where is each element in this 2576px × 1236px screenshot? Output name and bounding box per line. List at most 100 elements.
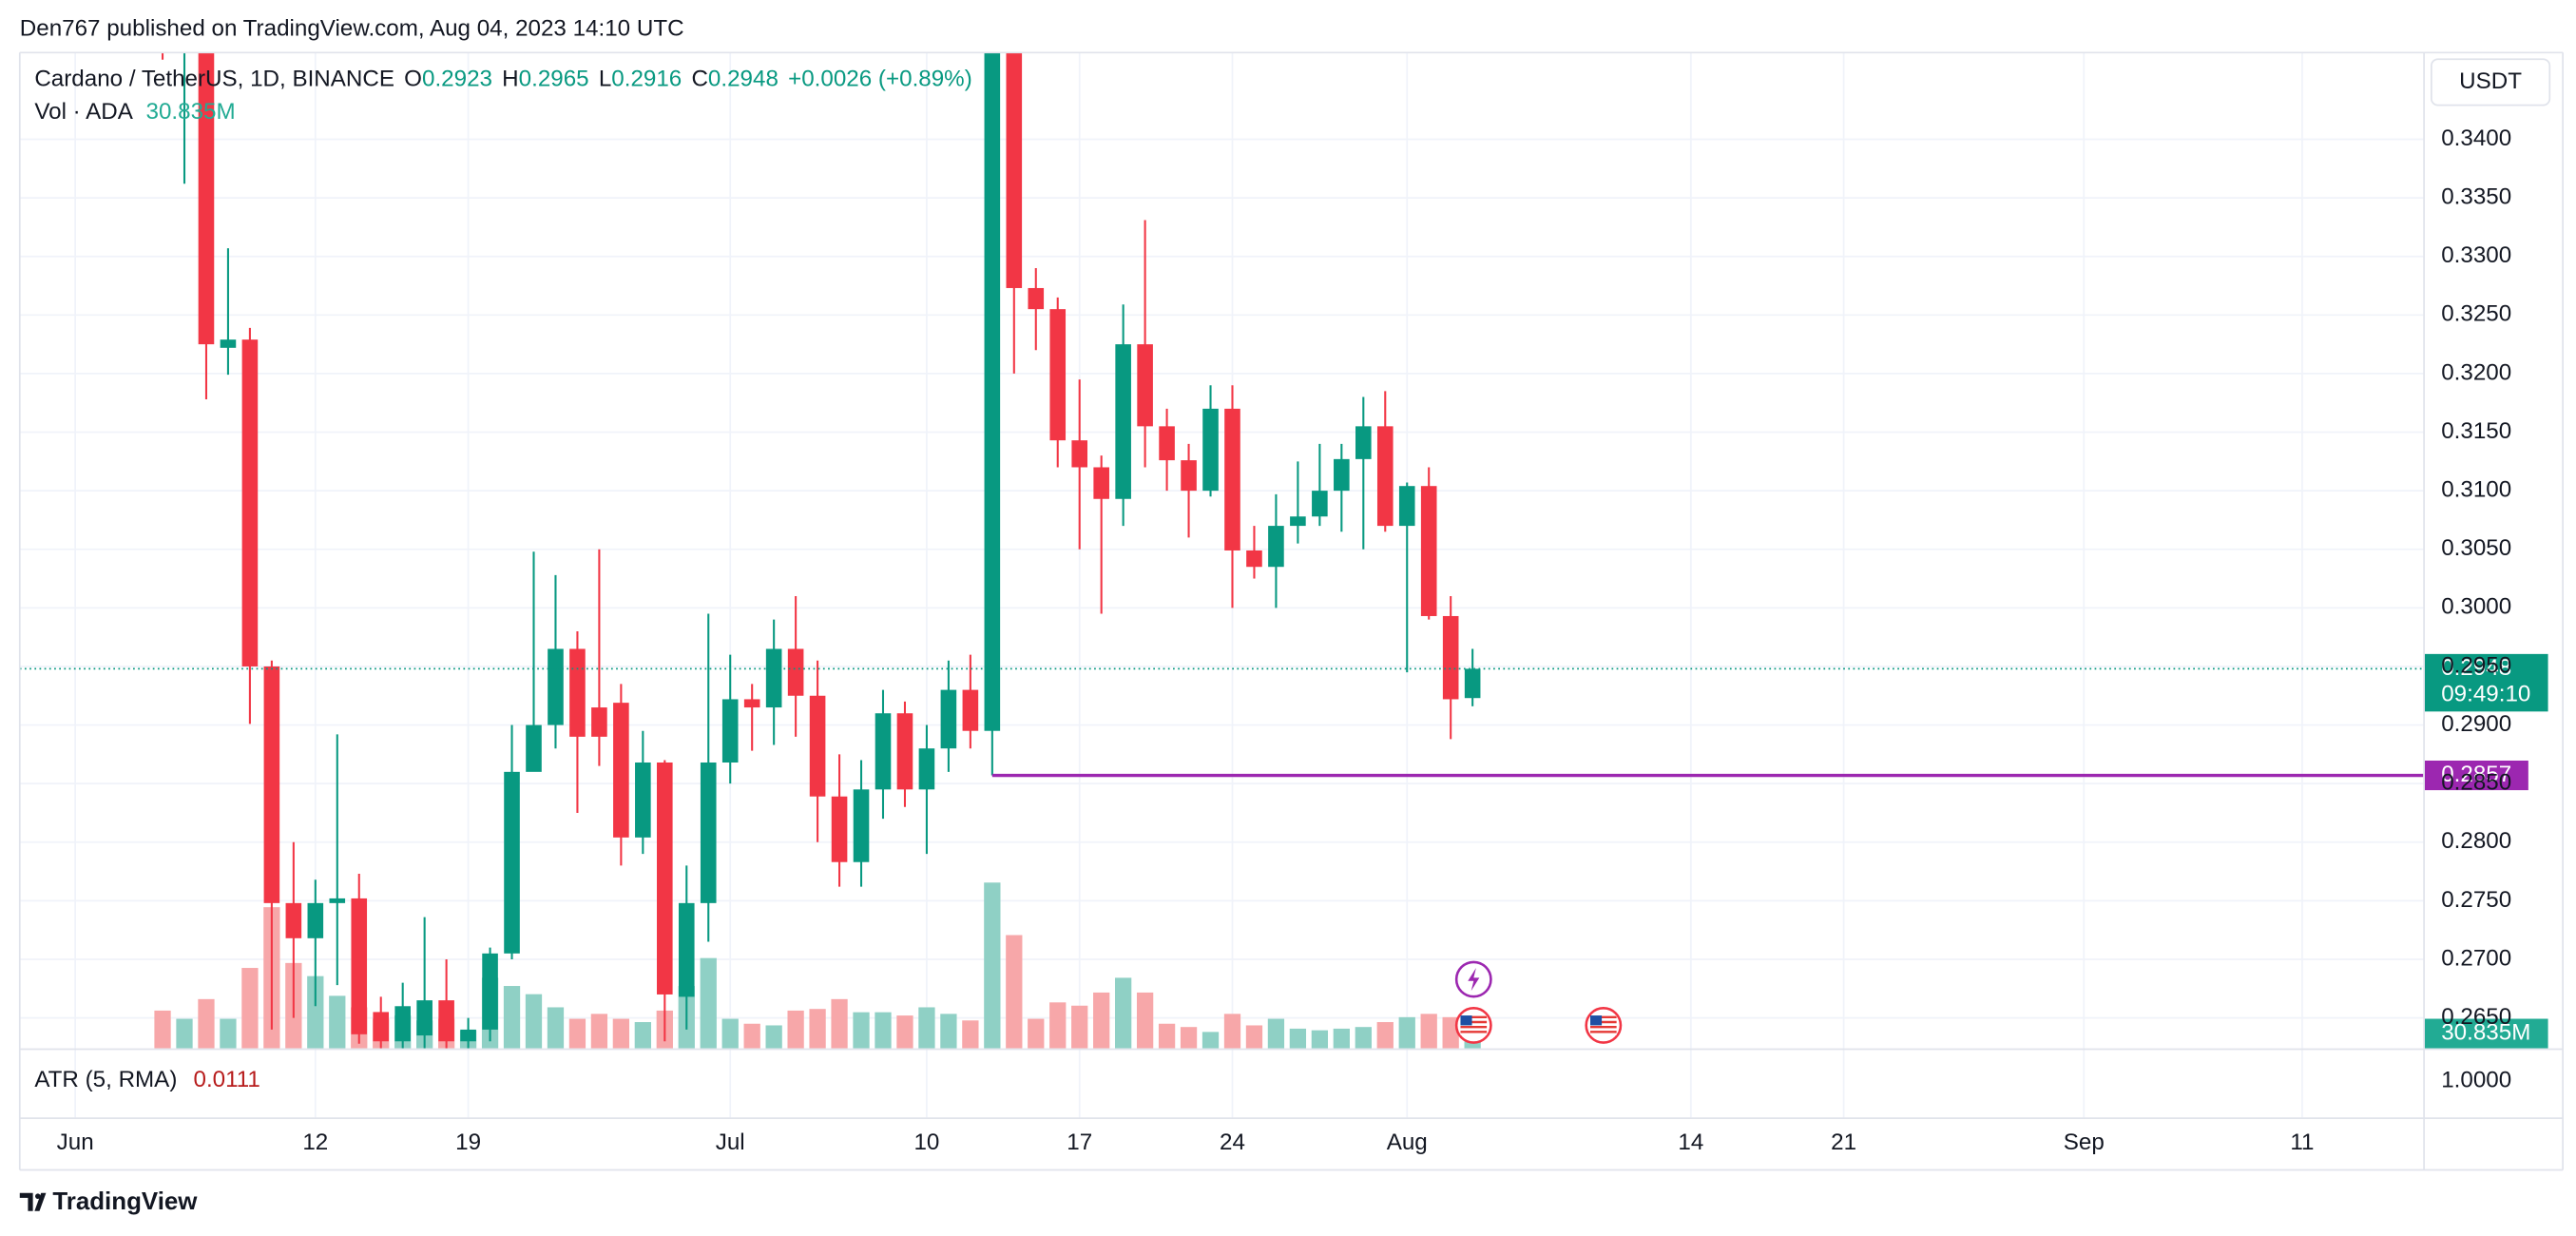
last-price-tag xyxy=(2424,653,2548,712)
candle-body xyxy=(460,1029,476,1042)
y-tick-label: 0.3050 xyxy=(2441,535,2511,561)
y-tick-label: 0.3400 xyxy=(2441,126,2511,151)
candle-body xyxy=(416,1000,433,1036)
volume-bar xyxy=(176,1018,193,1049)
legend: Cardano / TetherUS, 1D, BINANCE O0.2923 … xyxy=(34,67,971,92)
atr-legend: ATR (5, RMA) 0.0111 xyxy=(34,1068,260,1093)
candle-body xyxy=(1420,486,1437,616)
candle-body xyxy=(1290,516,1306,527)
x-tick-label: 19 xyxy=(455,1130,481,1155)
volume-bar xyxy=(547,1007,565,1049)
candle-body xyxy=(918,748,935,790)
volume-bar xyxy=(940,1014,957,1049)
lightning xyxy=(1468,967,1480,992)
candle-body xyxy=(482,953,498,1030)
candle-body xyxy=(1202,408,1219,492)
volume-bar xyxy=(918,1007,935,1049)
candle-body xyxy=(285,902,302,938)
volume-bar xyxy=(503,986,521,1049)
close-value: 0.2948 xyxy=(708,67,779,92)
volume-bar xyxy=(1376,1022,1394,1049)
brand-name: TradingView xyxy=(52,1188,198,1215)
brand-logo: TradingView xyxy=(19,1188,198,1215)
candle-body xyxy=(765,648,782,708)
volume-bar xyxy=(1115,977,1132,1049)
candle-body xyxy=(678,902,695,997)
y-tick-label: 0.2850 xyxy=(2441,770,2511,796)
y-tick-label: 0.3000 xyxy=(2441,594,2511,620)
flag-icon[interactable] xyxy=(1585,1006,1623,1044)
candle-body xyxy=(809,695,826,797)
volume-bar xyxy=(1333,1028,1350,1049)
volume-bar xyxy=(241,968,259,1049)
candle-body xyxy=(351,898,368,1034)
volume-bar xyxy=(1028,1018,1045,1049)
candles xyxy=(161,52,1481,1049)
volume-bar xyxy=(1420,1014,1437,1049)
candle-body xyxy=(1464,668,1481,699)
publish-header: Den767 published on TradingView.com, Aug… xyxy=(20,15,684,41)
candle-body xyxy=(1246,550,1262,568)
volume-bar xyxy=(743,1023,760,1049)
candle-body xyxy=(1355,426,1372,459)
candle-body xyxy=(853,789,870,862)
candle-body xyxy=(373,1012,390,1042)
candle-body xyxy=(329,898,346,903)
candle-body xyxy=(241,339,259,666)
atr-value: 0.0111 xyxy=(194,1068,260,1093)
volume-bar xyxy=(700,957,717,1049)
y-tick-label: 0.3100 xyxy=(2441,477,2511,503)
level-price-label: 0.2857 xyxy=(2441,762,2511,787)
candle-body xyxy=(394,1006,411,1042)
candle-body xyxy=(1137,344,1153,427)
volume-bar xyxy=(612,1018,630,1049)
volume-bar xyxy=(1289,1028,1307,1049)
x-tick-label: 14 xyxy=(1678,1130,1703,1155)
volume-bar xyxy=(1093,992,1110,1049)
candle-body xyxy=(875,713,892,790)
candle-body xyxy=(1049,309,1067,441)
level-price-tag xyxy=(2424,760,2528,791)
candle-body xyxy=(1006,52,1023,288)
volume-bar xyxy=(765,1025,782,1049)
volume-bar xyxy=(1006,935,1023,1049)
candle-body xyxy=(831,796,848,862)
volume-bar xyxy=(853,1012,870,1049)
volume-bar xyxy=(1464,1039,1481,1049)
y-tick-label: 0.3200 xyxy=(2441,359,2511,385)
x-tick-label: 12 xyxy=(302,1130,328,1155)
volume-bar xyxy=(1355,1027,1372,1049)
candle-body xyxy=(657,762,673,995)
volume-value: 30.835M xyxy=(146,100,236,126)
change-percent: (+0.89%) xyxy=(878,67,972,92)
close-label: C xyxy=(691,67,707,92)
volume-bar xyxy=(1223,1014,1241,1049)
x-tick-label: 24 xyxy=(1220,1130,1245,1155)
candle-body xyxy=(198,52,215,345)
symbol-title: Cardano / TetherUS, 1D, BINANCE xyxy=(34,67,394,92)
volume-bar xyxy=(1049,1002,1067,1049)
currency-button[interactable] xyxy=(2431,58,2551,106)
flag-icon[interactable] xyxy=(1454,1006,1492,1044)
candle-body xyxy=(1376,426,1394,527)
candle-body xyxy=(984,52,1001,731)
volume-bar xyxy=(787,1010,804,1049)
candle-body xyxy=(787,648,804,696)
candle-body xyxy=(940,689,957,749)
candle-body xyxy=(743,699,760,708)
volume-bar xyxy=(1158,1023,1176,1049)
x-tick-label: 21 xyxy=(1831,1130,1856,1155)
y-tick-label: 0.2700 xyxy=(2441,945,2511,971)
y-tick-label: 0.2900 xyxy=(2441,711,2511,737)
x-tick-label: Aug xyxy=(1387,1130,1428,1155)
volume-legend: Vol · ADA 30.835M xyxy=(34,100,235,126)
high-value: 0.2965 xyxy=(519,67,589,92)
candle-body xyxy=(1398,486,1415,527)
candle-body xyxy=(721,699,739,763)
candle-body xyxy=(1071,440,1088,468)
volume-bars xyxy=(154,882,1481,1049)
y-tick-label: 0.3150 xyxy=(2441,418,2511,444)
